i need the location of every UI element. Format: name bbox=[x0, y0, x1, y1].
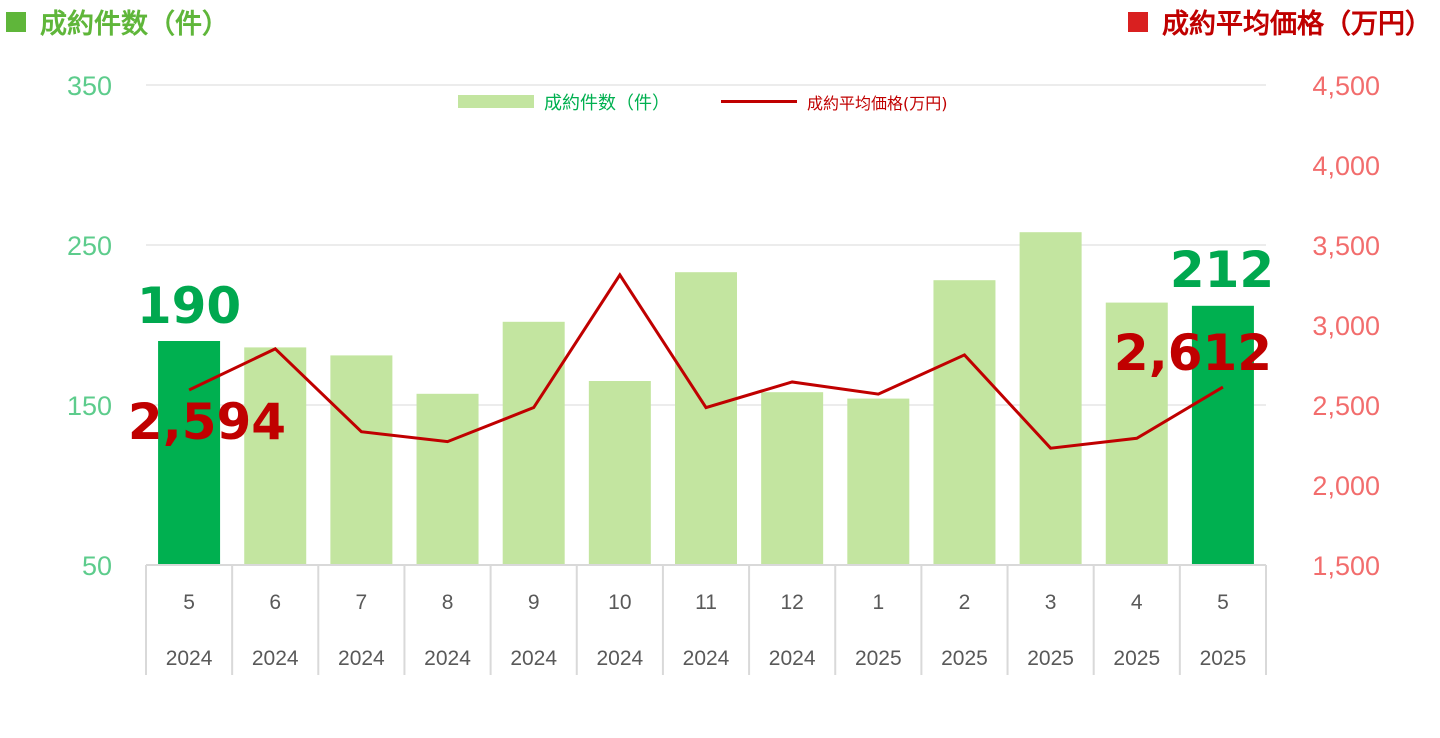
right-axis-tick-label: 3,000 bbox=[1312, 311, 1380, 341]
left-axis-tick-label: 150 bbox=[67, 391, 112, 421]
bar bbox=[675, 272, 737, 565]
highlight-bar bbox=[158, 341, 221, 565]
bar bbox=[416, 393, 479, 565]
right-axis-title-text: 成約平均価格（万円） bbox=[1162, 9, 1432, 40]
category-month-label: 8 bbox=[442, 591, 454, 614]
right-axis-title: 成約平均価格（万円） bbox=[1128, 2, 1432, 41]
left-axis-tick-label: 250 bbox=[67, 231, 112, 261]
right-axis-ticks: 4,500 4,000 3,500 3,000 2,500 2,000 1,500 bbox=[1312, 71, 1380, 581]
first-price-callout: 2,594 bbox=[128, 393, 286, 451]
first-count-callout: 190 bbox=[137, 277, 241, 335]
category-month-label: 2 bbox=[959, 591, 971, 614]
bar bbox=[933, 280, 996, 565]
category-year-label: 2025 bbox=[941, 647, 988, 670]
category-month-label: 5 bbox=[183, 591, 195, 614]
right-axis-tick-label: 4,500 bbox=[1312, 71, 1380, 101]
category-month-label: 9 bbox=[528, 591, 540, 614]
bar-series bbox=[158, 232, 1254, 565]
category-month-label: 11 bbox=[695, 591, 717, 614]
last-count-callout: 212 bbox=[1170, 241, 1274, 299]
bar bbox=[502, 321, 565, 565]
line-series bbox=[188, 272, 1224, 450]
category-year-label: 2024 bbox=[769, 647, 816, 670]
legend-line-label: 成約平均価格(万円) bbox=[807, 94, 948, 113]
left-axis-tick-label: 350 bbox=[67, 71, 112, 101]
bar bbox=[847, 398, 910, 565]
bar-series-swatch bbox=[6, 11, 26, 32]
left-axis-tick-label: 50 bbox=[82, 551, 112, 581]
callouts: 190 212 2,594 2,612 bbox=[128, 241, 1274, 451]
category-year-label: 2024 bbox=[166, 647, 213, 670]
category-axis: 5202462024720248202492024102024112024122… bbox=[145, 564, 1267, 675]
category-year-label: 2024 bbox=[596, 647, 643, 670]
bar bbox=[244, 347, 307, 565]
left-axis-ticks: 350 250 150 50 bbox=[67, 71, 112, 581]
category-month-label: 12 bbox=[780, 591, 803, 614]
bar bbox=[761, 392, 824, 565]
right-axis-tick-label: 3,500 bbox=[1312, 231, 1380, 261]
right-axis-tick-label: 4,000 bbox=[1312, 151, 1380, 181]
category-year-label: 2024 bbox=[338, 647, 385, 670]
line-series-swatch bbox=[1128, 11, 1148, 32]
category-year-label: 2025 bbox=[855, 647, 902, 670]
category-year-label: 2025 bbox=[1027, 647, 1074, 670]
left-axis-title-text: 成約件数（件） bbox=[40, 9, 229, 40]
category-month-label: 5 bbox=[1217, 591, 1229, 614]
category-year-label: 2024 bbox=[683, 647, 730, 670]
category-year-label: 2024 bbox=[510, 647, 557, 670]
category-year-label: 2024 bbox=[424, 647, 471, 670]
bar bbox=[330, 355, 393, 565]
right-axis-tick-label: 1,500 bbox=[1312, 551, 1380, 581]
right-axis-tick-label: 2,000 bbox=[1312, 471, 1380, 501]
category-month-label: 4 bbox=[1131, 591, 1143, 614]
last-price-callout: 2,612 bbox=[1114, 324, 1272, 382]
category-month-label: 6 bbox=[269, 591, 281, 614]
highlight-bar bbox=[1191, 305, 1254, 565]
category-month-label: 7 bbox=[356, 591, 368, 614]
bar bbox=[1105, 302, 1168, 565]
legend: 成約件数（件） 成約平均価格(万円) bbox=[458, 93, 948, 114]
bar bbox=[1019, 232, 1082, 565]
category-year-label: 2025 bbox=[1200, 647, 1247, 670]
category-month-label: 3 bbox=[1045, 591, 1057, 614]
category-month-label: 10 bbox=[608, 591, 631, 614]
bar bbox=[588, 381, 651, 565]
category-year-label: 2024 bbox=[252, 647, 299, 670]
right-axis-tick-label: 2,500 bbox=[1312, 391, 1380, 421]
left-axis-title: 成約件数（件） bbox=[6, 2, 229, 41]
legend-bar-swatch bbox=[458, 95, 534, 108]
legend-bar-label: 成約件数（件） bbox=[544, 93, 670, 114]
category-year-label: 2025 bbox=[1113, 647, 1160, 670]
category-month-label: 1 bbox=[872, 591, 884, 614]
